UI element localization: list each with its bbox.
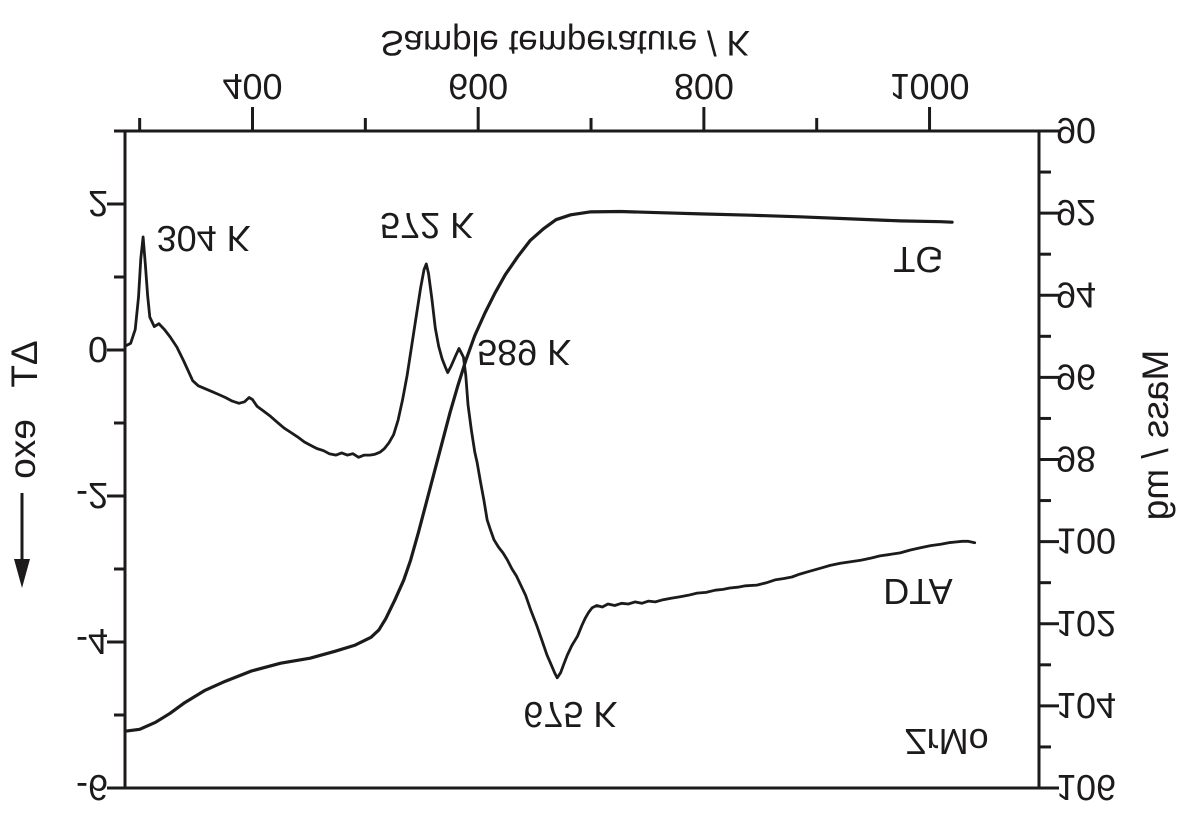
x-tick-label: 1000: [889, 66, 969, 107]
dt-tick-label: -4: [76, 621, 108, 662]
curves: [124, 209, 977, 733]
x-axis-title: Sample temperature / K: [380, 23, 750, 62]
left-axis-title: ΔT: [4, 340, 45, 387]
axis-tick-labels: 400 600 800 1000 2 0 -2 -4 -6 90 92 94 96 98 100 102 104…: [76, 66, 1116, 808]
mass-tick-label: 94: [1056, 274, 1096, 315]
mass-tick-label: 104: [1056, 685, 1116, 726]
annotation-589-k: 589 K: [477, 332, 571, 373]
tg-curve: [125, 209, 954, 733]
annotation-304-k: 304 K: [157, 218, 251, 259]
mirrored-chart: 400 600 800 1000 2 0 -2 -4 -6 90 92 94 96 98 100 102 104…: [2, 23, 1176, 808]
exo-direction-arrow: [14, 493, 30, 588]
mass-tick-label: 96: [1056, 356, 1096, 397]
dt-tick-label: -2: [76, 475, 108, 516]
mass-tick-label: 92: [1056, 192, 1096, 233]
exo-label: exo: [2, 419, 43, 479]
dt-tick-label: 0: [88, 329, 108, 370]
dt-tick-label: -6: [76, 767, 108, 808]
mass-tick-label: 90: [1056, 110, 1096, 151]
right-axis-title: Mass / mg: [1135, 350, 1176, 521]
mass-tick-label: 102: [1056, 603, 1116, 644]
annotation-572-k: 572 K: [380, 205, 474, 246]
mass-tick-label: 98: [1056, 439, 1096, 480]
annotation-dta: DTA: [883, 571, 952, 612]
axis-ticks: [107, 107, 1059, 790]
dta-curve: [124, 235, 977, 680]
mass-tick-label: 100: [1056, 521, 1116, 562]
plot-frame: [123, 129, 1041, 790]
x-tick-label: 400: [222, 66, 282, 107]
mass-tick-label: 106: [1056, 767, 1116, 808]
annotations: 304 K 572 K 589 K 675 K TG DTA ZrMo: [157, 205, 989, 762]
x-tick-label: 800: [674, 66, 734, 107]
annotation-zrmo: ZrMo: [905, 721, 989, 762]
annotation-675-k: 675 K: [523, 694, 617, 735]
x-tick-label: 600: [448, 66, 508, 107]
annotation-tg: TG: [893, 239, 943, 280]
dt-tick-label: 2: [88, 183, 108, 224]
